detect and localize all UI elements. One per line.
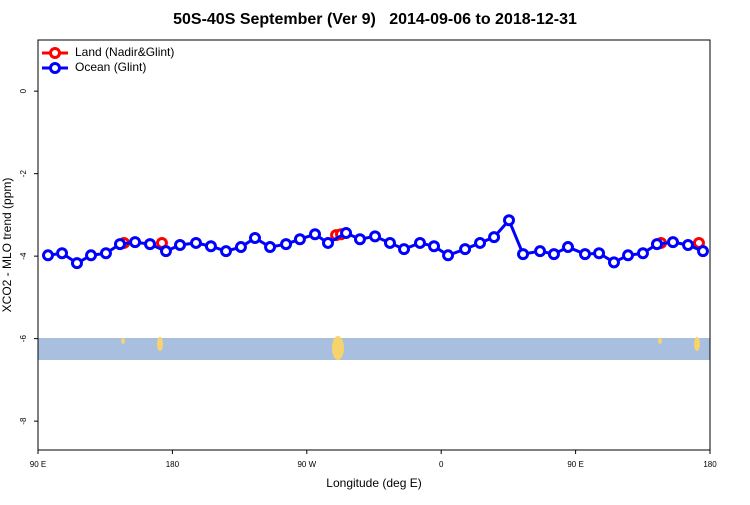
- data-point: [607, 256, 620, 269]
- data-point: [650, 238, 663, 251]
- data-point: [534, 245, 547, 258]
- legend-label: Ocean (Glint): [75, 60, 146, 74]
- data-point: [70, 257, 83, 270]
- data-point: [220, 245, 233, 258]
- data-point: [293, 233, 306, 246]
- data-point: [234, 241, 247, 254]
- data-point: [622, 249, 635, 262]
- legend-marker: [49, 47, 61, 59]
- ocean-strip: [38, 338, 710, 360]
- data-point: [159, 245, 172, 258]
- data-point: [99, 247, 112, 260]
- data-point: [340, 227, 353, 240]
- data-point: [682, 239, 695, 251]
- data-point: [383, 236, 396, 249]
- data-point: [369, 230, 382, 243]
- data-point: [129, 236, 142, 249]
- x-tick-label: 90 W: [297, 460, 316, 469]
- y-tick-label: 0: [19, 88, 28, 93]
- data-point: [144, 238, 156, 251]
- data-point: [561, 241, 574, 254]
- y-tick-label: -8: [19, 417, 28, 425]
- legend-marker: [49, 62, 61, 74]
- data-point: [474, 236, 487, 249]
- chart-title: 50S-40S September (Ver 9) 2014-09-06 to …: [173, 11, 577, 28]
- y-tick-label: -6: [19, 335, 28, 343]
- data-point: [174, 239, 187, 251]
- y-axis-label: XCO2 - MLO trend (ppm): [0, 178, 14, 313]
- data-point: [85, 249, 98, 262]
- data-point: [547, 248, 560, 261]
- data-point: [428, 240, 441, 253]
- data-point: [459, 243, 472, 256]
- x-tick-label: 90 E: [30, 460, 46, 469]
- land-blob: [658, 338, 662, 344]
- land-blob: [157, 337, 163, 351]
- data-point: [322, 236, 335, 249]
- data-point: [280, 238, 293, 251]
- data-point: [309, 228, 322, 241]
- data-point: [353, 233, 366, 246]
- x-tick-label: 180: [703, 460, 717, 469]
- y-tick-label: -2: [19, 170, 28, 178]
- land-blob: [332, 336, 344, 360]
- data-point: [248, 231, 261, 244]
- data-point: [42, 249, 55, 262]
- plot-frame: [37, 39, 711, 451]
- data-point: [517, 248, 530, 261]
- data-point: [264, 241, 277, 254]
- data-point: [666, 236, 679, 249]
- data-point: [204, 240, 217, 253]
- data-point: [113, 238, 126, 251]
- data-point: [696, 245, 709, 258]
- data-point: [502, 214, 515, 227]
- map-strip: [38, 336, 710, 360]
- data-point: [56, 247, 69, 260]
- data-point: [488, 231, 501, 244]
- data-point: [189, 236, 202, 249]
- data-point: [636, 247, 649, 260]
- data-point: [579, 248, 592, 261]
- data-point: [593, 247, 606, 260]
- x-tick-label: 90 E: [567, 460, 583, 469]
- x-tick-label: 180: [166, 460, 180, 469]
- x-axis-label: Longitude (deg E): [326, 476, 421, 490]
- land-blob: [694, 337, 700, 351]
- data-point: [413, 236, 426, 249]
- x-tick-label: 0: [439, 460, 444, 469]
- data-point: [442, 249, 455, 262]
- land-blob: [121, 338, 125, 344]
- y-tick-label: -4: [19, 252, 28, 260]
- data-point: [398, 243, 411, 256]
- legend-label: Land (Nadir&Glint): [75, 45, 174, 59]
